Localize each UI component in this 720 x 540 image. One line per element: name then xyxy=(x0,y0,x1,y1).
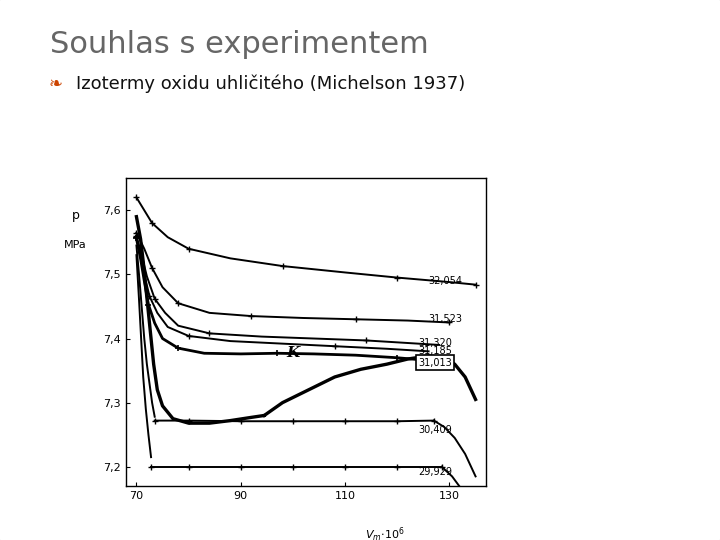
Text: Souhlas s experimentem: Souhlas s experimentem xyxy=(50,30,429,59)
Text: $V_m{\cdot}10^6$: $V_m{\cdot}10^6$ xyxy=(365,526,405,540)
Text: 29,929: 29,929 xyxy=(418,467,452,477)
Text: 31,013: 31,013 xyxy=(418,358,452,368)
Text: Izotermy oxidu uhličitého (Michelson 1937): Izotermy oxidu uhličitého (Michelson 193… xyxy=(76,75,465,93)
Text: K: K xyxy=(287,346,300,360)
Text: 31,320: 31,320 xyxy=(418,338,452,348)
Text: p: p xyxy=(72,209,79,222)
Text: MPa: MPa xyxy=(64,240,87,250)
Text: 31,523: 31,523 xyxy=(428,314,463,325)
Text: 31,185: 31,185 xyxy=(418,346,452,356)
Text: 30,409: 30,409 xyxy=(418,424,452,435)
Text: ❧: ❧ xyxy=(49,75,63,93)
Text: 32,054: 32,054 xyxy=(428,276,463,286)
